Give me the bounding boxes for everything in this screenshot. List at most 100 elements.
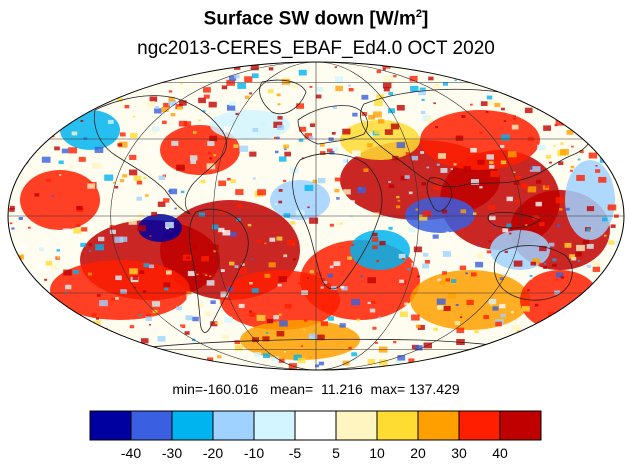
anomaly-speckle — [29, 344, 32, 347]
anomaly-speckle — [407, 348, 411, 352]
coast-south-america — [188, 208, 249, 333]
anomaly-speckle — [420, 110, 426, 115]
anomaly-speckle — [174, 93, 184, 100]
anomaly-speckle — [432, 234, 439, 239]
anomaly-speckle — [232, 109, 238, 113]
anomaly-speckle — [53, 325, 58, 329]
anomaly-speckle — [64, 324, 69, 328]
anomaly-speckle — [538, 72, 548, 79]
anomaly-speckle — [620, 236, 624, 242]
anomaly-speckle — [556, 108, 559, 111]
anomaly-speckle — [514, 199, 521, 204]
anomaly-speckle — [156, 73, 160, 76]
anomaly-speckle — [141, 338, 149, 344]
anomaly-speckle — [283, 351, 286, 353]
anomaly-speckle — [477, 159, 485, 165]
anomaly-speckle — [340, 159, 347, 164]
anomaly-speckle — [377, 119, 385, 124]
anomaly-speckle — [209, 157, 213, 160]
anomaly-speckle — [432, 83, 440, 89]
anomaly-speckle — [9, 205, 15, 210]
title-close: ] — [421, 8, 429, 30]
anomaly-speckle — [223, 365, 230, 370]
anomaly-speckle — [600, 100, 607, 105]
anomaly-speckle — [69, 62, 73, 66]
anomaly-speckle — [595, 165, 598, 167]
anomaly-speckle — [621, 123, 624, 127]
anomaly-speckle — [479, 186, 483, 189]
anomaly-speckle — [236, 203, 243, 208]
anomaly-speckle — [148, 75, 153, 78]
anomaly-speckle — [367, 277, 376, 284]
anomaly-speckle — [491, 234, 494, 237]
title-text: Surface SW down [W/m — [203, 8, 416, 30]
anomaly-speckle — [584, 302, 588, 305]
anomaly-speckle — [319, 151, 326, 155]
stats-line: min=-160.016 mean= 11.216 max= 137.429 — [0, 381, 632, 397]
anomaly-speckle — [573, 309, 580, 315]
anomaly-speckle — [151, 126, 160, 132]
anomaly-speckle — [470, 147, 477, 153]
anomaly-speckle — [513, 171, 516, 174]
anomaly-speckle — [207, 140, 215, 147]
anomaly-speckle — [118, 88, 123, 92]
anomaly-speckle — [586, 228, 591, 232]
anomaly-speckle — [318, 361, 325, 366]
anomaly-speckle — [604, 356, 611, 362]
anomaly-speckle — [249, 310, 253, 313]
anomaly-speckle — [503, 120, 507, 122]
anomaly-speckle — [24, 360, 32, 366]
anomaly-speckle — [113, 338, 118, 342]
anomaly-speckle — [197, 363, 206, 370]
anomaly-speckle — [605, 141, 613, 147]
anomaly-speckle — [449, 354, 456, 360]
anomaly-speckle — [552, 258, 557, 262]
anomaly-speckle — [522, 86, 526, 90]
anomaly-speckle — [287, 239, 296, 246]
anomaly-speckle — [413, 246, 422, 253]
anomaly-speckle — [488, 164, 495, 169]
anomaly-speckle — [361, 94, 369, 100]
anomaly-speckle — [415, 345, 423, 351]
anomaly-speckle — [496, 71, 501, 75]
anomaly-speckle — [459, 265, 467, 271]
anomaly-speckle — [118, 141, 128, 148]
anomaly-speckle — [297, 142, 302, 146]
anomaly-speckle — [489, 215, 496, 221]
coast-australia — [493, 245, 573, 301]
anomaly-speckle — [82, 334, 88, 339]
anomaly-speckle — [257, 189, 267, 196]
anomaly-speckle — [227, 177, 231, 181]
anomaly-speckle — [401, 257, 405, 260]
anomaly-speckle — [556, 224, 561, 227]
anomaly-speckle — [59, 174, 62, 176]
anomaly-speckle — [149, 235, 152, 237]
anomaly-speckle — [340, 222, 343, 225]
anomaly-speckle — [470, 179, 479, 185]
anomaly-speckle — [549, 161, 552, 164]
anomaly-speckle — [165, 270, 172, 275]
anomaly-speckle — [424, 259, 431, 264]
anomaly-speckle — [613, 131, 618, 134]
coast-north-america — [93, 95, 227, 215]
anomaly-speckle — [278, 200, 283, 204]
anomaly-speckle — [369, 190, 372, 192]
anomaly-speckle — [133, 286, 137, 289]
anomaly-speckle — [525, 224, 528, 226]
anomaly-speckle — [83, 137, 88, 140]
anomaly-speckle — [42, 82, 46, 85]
anomaly-speckle — [209, 135, 218, 142]
anomaly-speckle — [209, 275, 212, 277]
anomaly-speckle — [241, 263, 245, 266]
anomaly-speckle — [271, 356, 279, 362]
anomaly-speckle — [34, 67, 40, 72]
anomaly-speckle — [291, 83, 299, 89]
anomaly-speckle — [407, 268, 411, 271]
anomaly-speckle — [612, 304, 621, 310]
anomaly-speckle — [436, 163, 440, 166]
anomaly-speckle — [226, 104, 236, 111]
colorbar-box — [89, 410, 132, 441]
anomaly-speckle — [605, 357, 613, 362]
anomaly-speckle — [168, 67, 174, 71]
anomaly-speckle — [545, 340, 551, 345]
